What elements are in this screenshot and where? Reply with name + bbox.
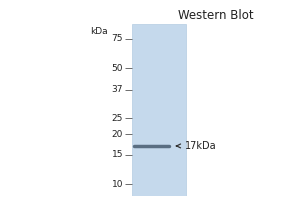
- Text: 37: 37: [112, 85, 123, 94]
- Text: 20: 20: [112, 130, 123, 139]
- Text: kDa: kDa: [90, 27, 108, 36]
- Text: 10: 10: [112, 180, 123, 189]
- Bar: [132, 24, 186, 196]
- Text: 15: 15: [112, 150, 123, 159]
- Text: 75: 75: [112, 34, 123, 43]
- Text: 50: 50: [112, 64, 123, 73]
- Text: 17kDa: 17kDa: [184, 141, 216, 151]
- Text: 25: 25: [112, 114, 123, 123]
- Text: Western Blot: Western Blot: [178, 9, 254, 22]
